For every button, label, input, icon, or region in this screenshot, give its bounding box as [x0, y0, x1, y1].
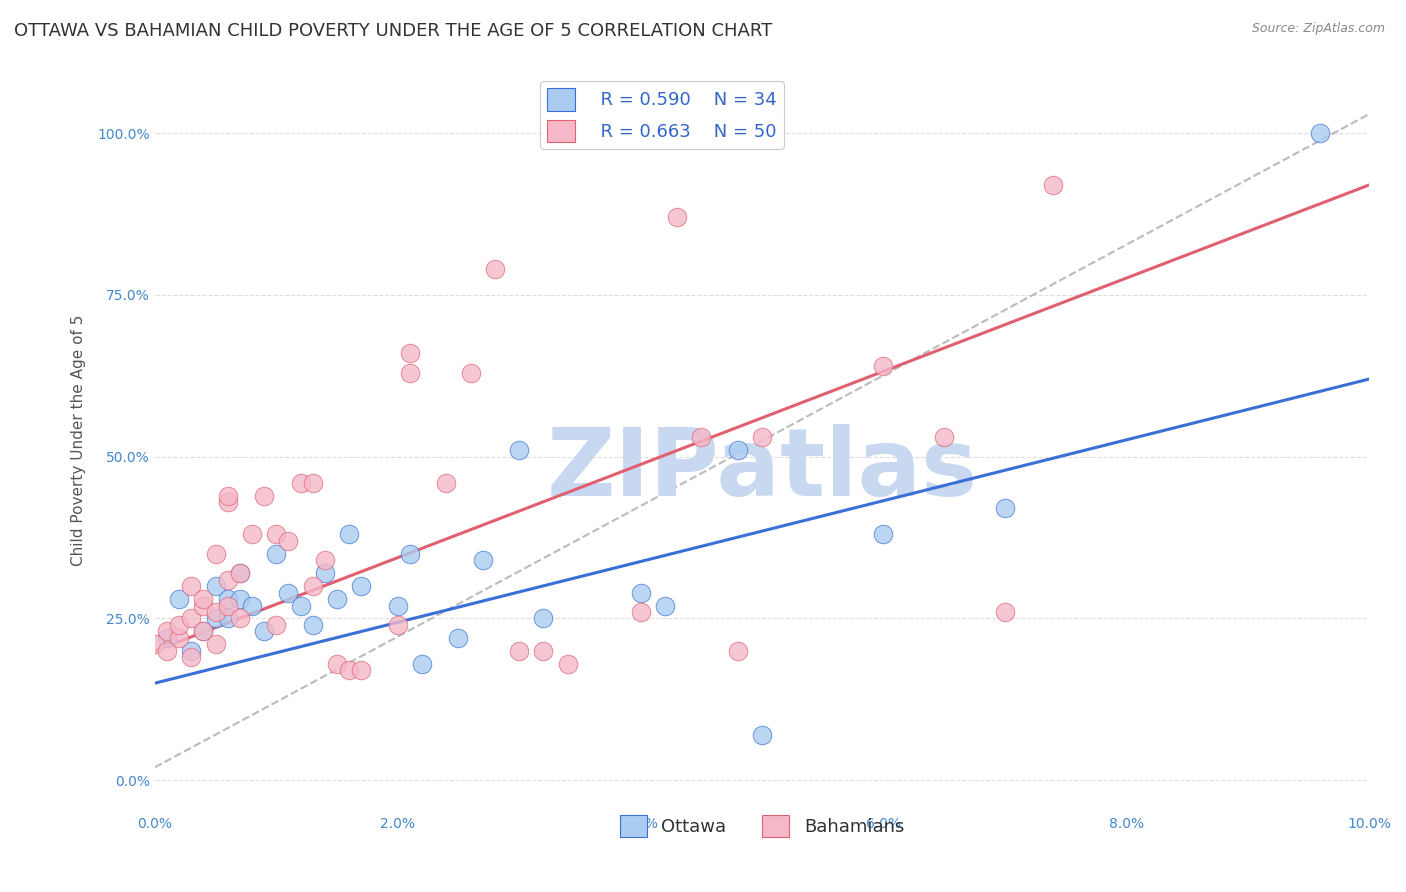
Point: [167, 618, 190, 632]
Point: [301, 475, 323, 490]
Point: [337, 663, 360, 677]
Point: [290, 599, 312, 613]
Point: [167, 592, 190, 607]
Point: [665, 211, 688, 225]
Point: [411, 657, 433, 671]
Point: [264, 618, 287, 632]
Point: [994, 605, 1017, 619]
Point: [229, 611, 252, 625]
Point: [193, 624, 215, 639]
Point: [277, 533, 299, 548]
Point: [217, 495, 239, 509]
Point: [180, 611, 202, 625]
Point: [264, 527, 287, 541]
Point: [398, 547, 420, 561]
Point: [751, 728, 773, 742]
Point: [337, 527, 360, 541]
Point: [277, 585, 299, 599]
Point: [1309, 126, 1331, 140]
Point: [156, 624, 179, 639]
Point: [460, 366, 482, 380]
Point: [240, 599, 263, 613]
Point: [167, 631, 190, 645]
Point: [253, 489, 276, 503]
Point: [326, 657, 349, 671]
Point: [204, 605, 226, 619]
Text: Source: ZipAtlas.com: Source: ZipAtlas.com: [1251, 22, 1385, 36]
Point: [204, 611, 226, 625]
Point: [387, 618, 409, 632]
Point: [326, 592, 349, 607]
Point: [508, 644, 530, 658]
Point: [314, 566, 336, 581]
Point: [994, 501, 1017, 516]
Point: [727, 443, 749, 458]
Point: [193, 592, 215, 607]
Point: [301, 618, 323, 632]
Point: [193, 599, 215, 613]
Point: [156, 631, 179, 645]
Point: [290, 475, 312, 490]
Point: [471, 553, 494, 567]
Point: [630, 585, 652, 599]
Point: [229, 592, 252, 607]
Point: [180, 650, 202, 665]
Point: [398, 346, 420, 360]
Y-axis label: Child Poverty Under the Age of 5: Child Poverty Under the Age of 5: [72, 315, 86, 566]
Point: [690, 430, 713, 444]
Point: [143, 637, 166, 651]
Point: [253, 624, 276, 639]
Point: [447, 631, 470, 645]
Point: [204, 579, 226, 593]
Point: [434, 475, 457, 490]
Point: [217, 611, 239, 625]
Point: [630, 605, 652, 619]
Point: [217, 599, 239, 613]
Point: [229, 566, 252, 581]
Point: [531, 644, 554, 658]
Legend: Ottawa, Bahamians: Ottawa, Bahamians: [613, 808, 911, 845]
Point: [751, 430, 773, 444]
Text: ZIPatlas: ZIPatlas: [547, 425, 977, 516]
Point: [484, 262, 506, 277]
Point: [872, 527, 894, 541]
Point: [240, 527, 263, 541]
Point: [350, 579, 373, 593]
Point: [398, 366, 420, 380]
Point: [508, 443, 530, 458]
Point: [217, 489, 239, 503]
Point: [1042, 178, 1064, 192]
Point: [654, 599, 676, 613]
Point: [217, 573, 239, 587]
Point: [387, 599, 409, 613]
Point: [932, 430, 955, 444]
Point: [229, 566, 252, 581]
Point: [727, 644, 749, 658]
Point: [301, 579, 323, 593]
Point: [264, 547, 287, 561]
Point: [204, 637, 226, 651]
Point: [557, 657, 579, 671]
Text: OTTAWA VS BAHAMIAN CHILD POVERTY UNDER THE AGE OF 5 CORRELATION CHART: OTTAWA VS BAHAMIAN CHILD POVERTY UNDER T…: [14, 22, 772, 40]
Point: [314, 553, 336, 567]
Point: [350, 663, 373, 677]
Point: [217, 592, 239, 607]
Point: [180, 579, 202, 593]
Point: [193, 624, 215, 639]
Point: [872, 359, 894, 373]
Point: [204, 547, 226, 561]
Point: [531, 611, 554, 625]
Point: [180, 644, 202, 658]
Point: [156, 644, 179, 658]
